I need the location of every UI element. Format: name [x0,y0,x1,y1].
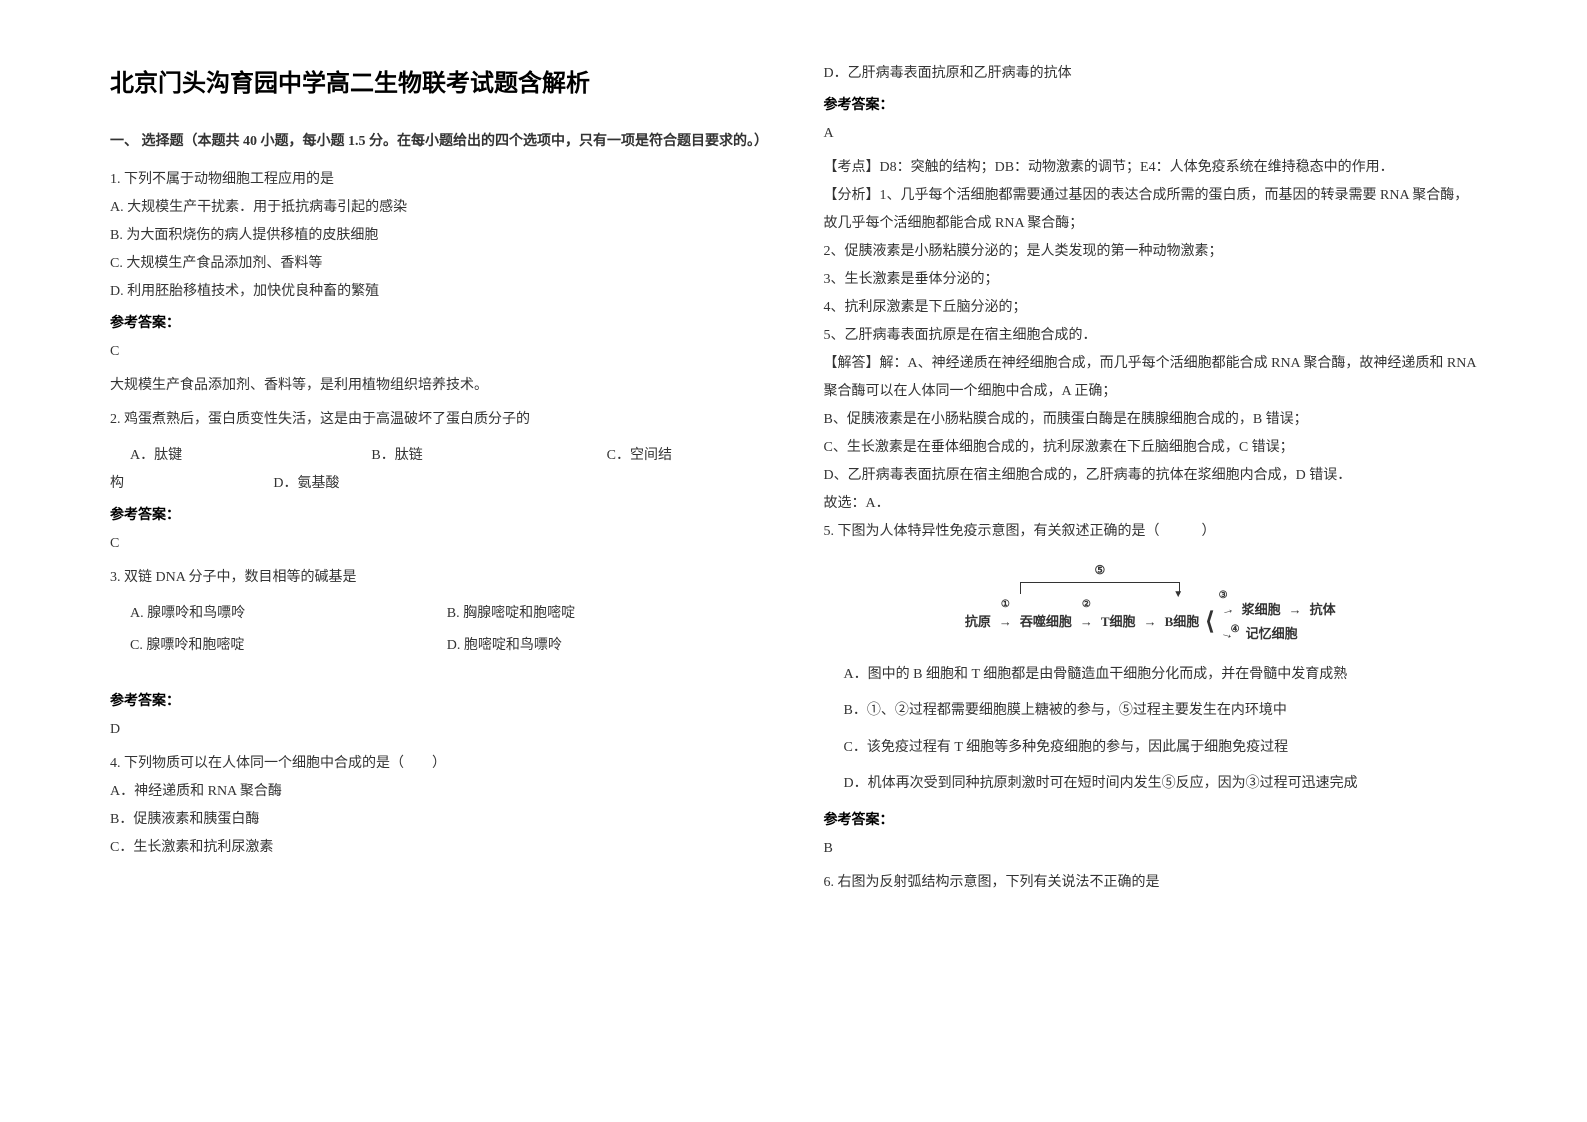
q5-optD: D．机体再次受到同种抗原刺激时可在短时间内发生⑤反应，因为③过程可迅速完成 [824,766,1478,802]
q5-answer-label: 参考答案： [824,807,1478,835]
q4-exp10: D、乙肝病毒表面抗原在宿主细胞合成的，乙肝病毒的抗体在浆细胞内合成，D 错误． [824,462,1478,490]
q3-answer: D [110,716,764,744]
diagram-node-plasma: 浆细胞 [1238,598,1285,622]
q5-optB: B．①、②过程都需要细胞膜上糖被的参与，⑤过程主要发生在内环境中 [824,693,1478,729]
q4-exp4: 3、生长激素是垂体分泌的； [824,266,1478,294]
q4-answer-label: 参考答案： [824,92,1478,120]
arrow-icon: → [1285,600,1306,620]
q5-stem: 5. 下图为人体特异性免疫示意图，有关叙述正确的是（ ） [824,518,1478,546]
question-2: 2. 鸡蛋煮熟后，蛋白质变性失活，这是由于高温破坏了蛋白质分子的 A．肽键 B．… [110,406,764,558]
left-column: 北京门头沟育园中学高二生物联考试题含解析 一、 选择题（本题共 40 小题，每小… [80,60,794,1062]
diagram-node-antibody: 抗体 [1306,598,1340,622]
bracket-icon: ⟨ [1203,610,1216,634]
q4-exp8: B、促胰液素是在小肠粘膜合成的，而胰蛋白酶是在胰腺细胞合成的，B 错误； [824,406,1478,434]
q4-stem: 4. 下列物质可以在人体同一个细胞中合成的是（ ） [110,750,764,778]
q1-explanation: 大规模生产食品添加剂、香料等，是利用植物组织培养技术。 [110,372,764,400]
q3-optA: A. 腺嘌呤和鸟嘌呤 [130,600,447,628]
question-3: 3. 双链 DNA 分子中，数目相等的碱基是 A. 腺嘌呤和鸟嘌呤 B. 胸腺嘧… [110,564,764,744]
q3-optC: C. 腺嘌呤和胞嘧啶 [130,632,447,660]
q4-exp6: 5、乙肝病毒表面抗原是在宿主细胞合成的． [824,322,1478,350]
section-header: 一、 选择题（本题共 40 小题，每小题 1.5 分。在每小题给出的四个选项中，… [110,128,764,156]
q2-optC-cont: 构 [110,470,273,498]
q2-answer-label: 参考答案： [110,502,764,530]
diagram-node-bcell: B细胞 [1161,607,1204,637]
question-6: 6. 右图为反射弧结构示意图，下列有关说法不正确的是 [824,869,1478,897]
q1-optA: A. 大规模生产干扰素．用于抵抗病毒引起的感染 [110,194,764,222]
q4-answer: A [824,120,1478,148]
q4-exp3: 2、促胰液素是小肠粘膜分泌的；是人类发现的第一种动物激素； [824,238,1478,266]
diagram-node-memory: 记忆细胞 [1242,622,1302,646]
q4-exp9: C、生长激素是在垂体细胞合成的，抗利尿激素在下丘脑细胞合成，C 错误； [824,434,1478,462]
q4-optA: A．神经递质和 RNA 聚合酶 [110,778,764,806]
q1-answer-label: 参考答案： [110,310,764,338]
q4-exp5: 4、抗利尿激素是下丘脑分泌的； [824,294,1478,322]
arrow-icon: → [1076,614,1097,629]
q2-stem: 2. 鸡蛋煮熟后，蛋白质变性失活，这是由于高温破坏了蛋白质分子的 [110,406,764,434]
arrow-icon: → [995,614,1016,629]
arrow-icon: → [1214,598,1239,622]
immune-diagram: ⑤ ▼ 抗原 ① → 吞噬细胞 ② → T细胞 → B细胞 [824,558,1478,645]
diagram-num5: ⑤ [1094,563,1105,577]
arrow-icon: → [1140,609,1161,635]
diagram-num1: ① [1001,595,1010,615]
q1-optC: C. 大规模生产食品添加剂、香料等 [110,250,764,278]
q1-optD: D. 利用胚胎移植技术，加快优良种畜的繁殖 [110,278,764,306]
q1-answer: C [110,338,764,366]
diagram-node-phagocyte: 吞噬细胞 [1016,607,1076,637]
q4-exp1: 【考点】D8：突触的结构；DB：动物激素的调节；E4：人体免疫系统在维持稳态中的… [824,154,1478,182]
q2-answer: C [110,530,764,558]
q3-optB: B. 胸腺嘧啶和胞嘧啶 [447,600,764,628]
q3-answer-label: 参考答案： [110,688,764,716]
q4-exp11: 故选：A． [824,490,1478,518]
page-title: 北京门头沟育园中学高二生物联考试题含解析 [110,60,764,108]
q1-stem: 1. 下列不属于动物细胞工程应用的是 [110,166,764,194]
q4-exp7: 【解答】解：A、神经递质在神经细胞合成，而几乎每个活细胞都能合成 RNA 聚合酶… [824,350,1478,406]
q6-stem: 6. 右图为反射弧结构示意图，下列有关说法不正确的是 [824,869,1478,897]
right-column: D．乙肝病毒表面抗原和乙肝病毒的抗体 参考答案： A 【考点】D8：突触的结构；… [794,60,1508,1062]
q3-stem: 3. 双链 DNA 分子中，数目相等的碱基是 [110,564,764,592]
q2-optD: D．氨基酸 [273,470,339,498]
q3-optD: D. 胞嘧啶和鸟嘌呤 [447,632,764,660]
q5-optC: C．该免疫过程有 T 细胞等多种免疫细胞的参与，因此属于细胞免疫过程 [824,730,1478,766]
diagram-num2: ② [1082,595,1091,615]
q5-answer: B [824,835,1478,863]
question-4: 4. 下列物质可以在人体同一个细胞中合成的是（ ） A．神经递质和 RNA 聚合… [110,750,764,862]
q2-optB: B．肽链 [371,442,606,470]
q4-optB: B．促胰液素和胰蛋白酶 [110,806,764,834]
q2-optC: C．空间结 [607,442,764,470]
question-5: 5. 下图为人体特异性免疫示意图，有关叙述正确的是（ ） ⑤ ▼ 抗原 ① → … [824,518,1478,863]
q1-optB: B. 为大面积烧伤的病人提供移植的皮肤细胞 [110,222,764,250]
q4-optD: D．乙肝病毒表面抗原和乙肝病毒的抗体 [824,60,1478,88]
diagram-node-antigen: 抗原 [961,607,995,637]
q4-exp2: 【分析】1、几乎每个活细胞都需要通过基因的表达合成所需的蛋白质，而基因的转录需要… [824,182,1478,238]
question-1: 1. 下列不属于动物细胞工程应用的是 A. 大规模生产干扰素．用于抵抗病毒引起的… [110,166,764,400]
diagram-node-tcell: T细胞 [1097,607,1140,637]
q5-optA: A．图中的 B 细胞和 T 细胞都是由骨髓造血干细胞分化而成，并在骨髓中发育成熟 [824,657,1478,693]
q4-optC: C．生长激素和抗利尿激素 [110,834,764,862]
q2-optA: A．肽键 [110,442,371,470]
